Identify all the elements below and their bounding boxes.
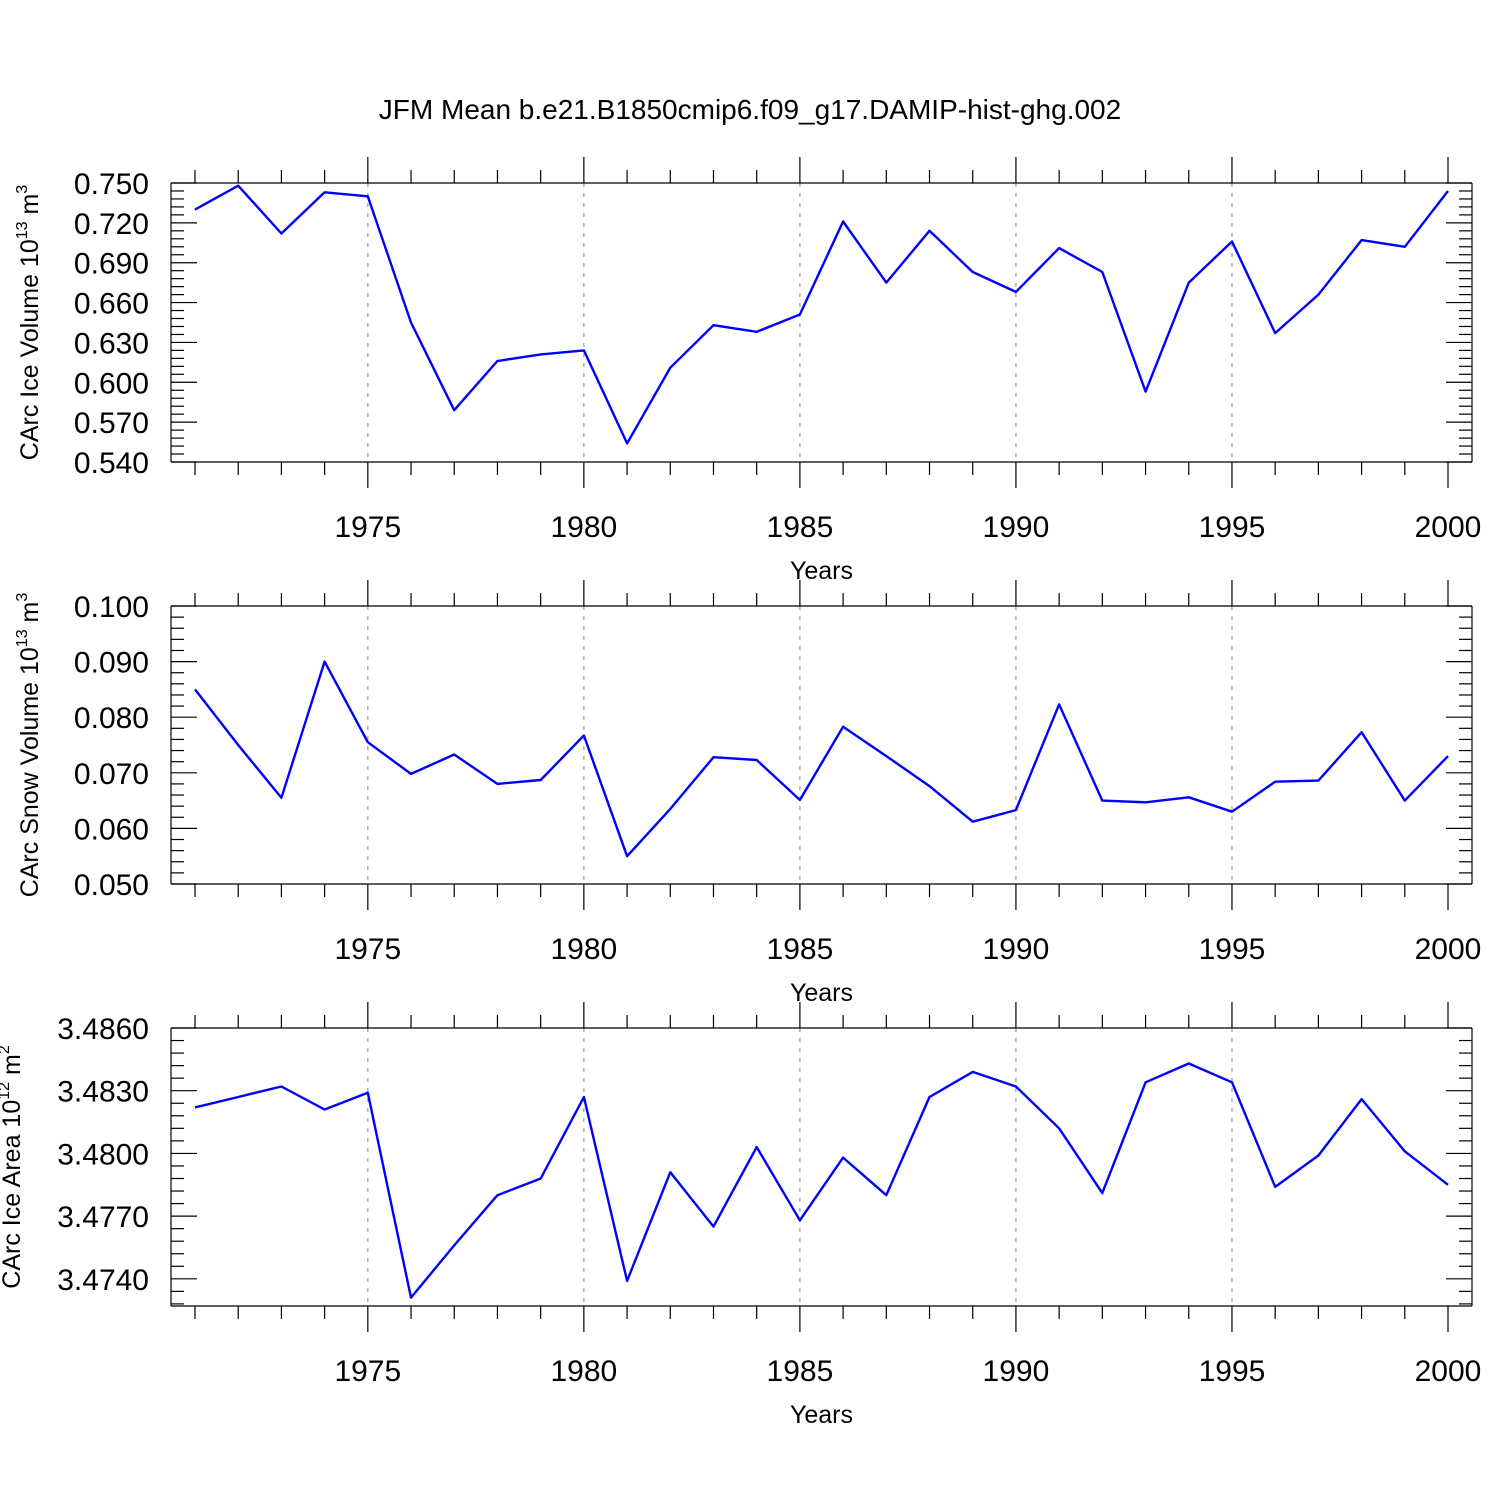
y-tick-label: 0.660 [74, 288, 149, 321]
figure-title: JFM Mean b.e21.B1850cmip6.f09_g17.DAMIP-… [379, 94, 1121, 125]
x-tick-label: 1985 [767, 1355, 834, 1388]
x-tick-label: 1975 [334, 511, 401, 544]
y-tick-label: 3.4800 [57, 1138, 149, 1171]
x-tick-label: 2000 [1415, 933, 1482, 966]
series-line-carc-ice-area [194, 1062, 1449, 1299]
y-tick-label: 0.690 [74, 248, 149, 281]
series-line-carc-snow-volume [194, 660, 1449, 858]
panels: 1975 1980 1985 1990 1995 2000 0.540 0.570 0.600 0… [0, 157, 1481, 1429]
chart-panel-1: 1975 1980 1985 1990 1995 2000 0.540 0.570 0.600 0… [14, 157, 1481, 585]
y-tick-label: 0.600 [74, 367, 149, 400]
x-tick-label: 1995 [1199, 933, 1266, 966]
y-tick-label: 3.4770 [57, 1201, 149, 1234]
x-axis-label: Years [790, 1401, 853, 1429]
y-tick-label: 0.570 [74, 407, 149, 440]
x-tick-label: 1980 [550, 1355, 617, 1388]
x-tick-label: 2000 [1415, 1355, 1482, 1388]
x-tick-label: 1975 [334, 1355, 401, 1388]
x-tick-label: 1995 [1199, 511, 1266, 544]
x-tick-label: 1990 [983, 933, 1050, 966]
y-tick-label: 0.540 [74, 447, 149, 480]
x-tick-label: 1985 [767, 511, 834, 544]
x-tick-label: 1990 [983, 511, 1050, 544]
x-tick-label: 1980 [550, 511, 617, 544]
x-tick-label: 2000 [1415, 511, 1482, 544]
y-tick-label: 0.750 [74, 168, 149, 201]
y-tick-label: 0.720 [74, 208, 149, 241]
x-tick-label: 1990 [983, 1355, 1050, 1388]
y-tick-label: 3.4740 [57, 1264, 149, 1297]
series-line-carc-ice-volume [194, 184, 1449, 445]
y-tick-label: 0.100 [74, 591, 149, 624]
y-tick-label: 0.050 [74, 869, 149, 902]
x-tick-label: 1985 [767, 933, 834, 966]
y-tick-label: 0.090 [74, 647, 149, 680]
y-tick-label: 0.080 [74, 702, 149, 735]
y-tick-label: 0.070 [74, 758, 149, 791]
y-axis-label: CArc Ice Volume 1013 m3 [14, 185, 44, 461]
y-tick-label: 0.630 [74, 327, 149, 360]
x-tick-label: 1975 [334, 933, 401, 966]
y-tick-label: 3.4860 [57, 1013, 149, 1046]
x-tick-label: 1980 [550, 933, 617, 966]
y-axis-label: CArc Snow Volume 1013 m3 [14, 593, 44, 898]
chart-panel-3: 1975 1980 1985 1990 1995 2000 3.4740 3.4770 3.48… [0, 1002, 1481, 1429]
y-tick-label: 0.060 [74, 813, 149, 846]
y-tick-label: 3.4830 [57, 1076, 149, 1109]
chart-panel-2: 1975 1980 1985 1990 1995 2000 0.050 0.060 0.070 0… [14, 580, 1481, 1007]
y-axis-label: CArc Ice Area 1012 m2 [0, 1045, 26, 1289]
x-tick-label: 1995 [1199, 1355, 1266, 1388]
